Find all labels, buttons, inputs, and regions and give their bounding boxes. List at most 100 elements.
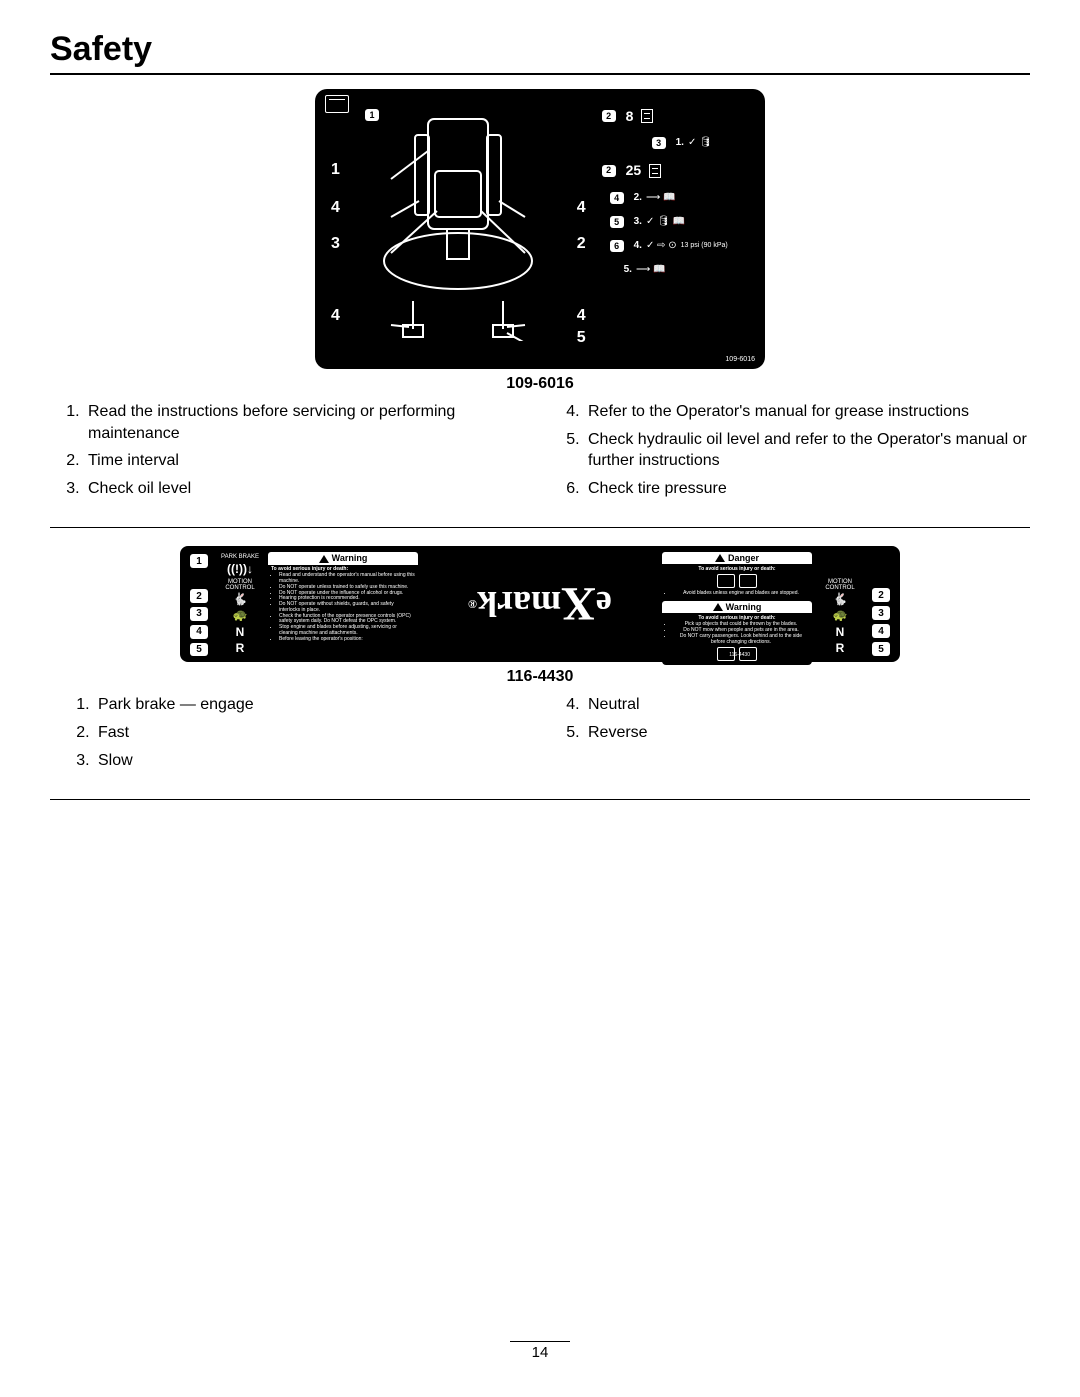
badge-6: 6 [610,240,624,252]
decal2-tiny-part: 116-4430 [729,652,750,658]
section-divider-1 [50,527,1030,528]
badge-4: 4 [610,192,624,204]
danger-triangle-icon [715,554,725,562]
row4-extra: 13 psi (90 kPa) [681,242,728,249]
machine-outline-icon [373,111,543,341]
legend-1-3: Check oil level [84,478,530,500]
row5-num: 5. [624,262,632,278]
decal-1-legend: Read the instructions before servicing o… [50,401,1030,505]
decal2-left-badges: 1 2 3 4 5 [186,552,212,656]
slow-icon: 🐢 [218,607,262,623]
callout-4b: 4 [331,307,340,325]
badge-5: 5 [610,216,624,228]
lbadge-2: 2 [190,589,208,603]
warning2-triangle-icon [713,603,723,611]
legend-2-3: Slow [94,750,530,772]
neutral-r: N [818,624,862,640]
row5-sym: ⟶ 📖 [636,262,666,278]
interval-8: 8 [626,105,634,127]
decal-1-part-number: 109-6016 [50,375,1030,393]
wi-7: Before leaving the operator's position: [279,637,415,643]
row3-num: 3. [634,214,642,230]
wi-4: Do NOT operate without shields, guards, … [279,602,415,614]
rbadge-2: 2 [872,588,890,602]
decal2-right-badges: 2 3 4 5 [868,552,894,656]
danger-header: Danger [662,552,812,564]
hourglass-icon-2 [649,164,661,178]
wi-6: Stop engine and blades before adjusting,… [279,625,415,637]
page-title: Safety [50,30,1030,75]
lbadge-5: 5 [190,643,208,657]
badge-1-icon: 1 [365,109,379,121]
page-number: 14 [532,1344,549,1361]
badge-2b: 2 [602,165,616,177]
decal-2-block: 1 2 3 4 5 PARK BRAKE ((!))↓ MOTION CONTR… [50,546,1030,686]
footer-rule [510,1341,570,1342]
decal2-logo: eXmark® [424,552,656,656]
legend-1-2: Time interval [84,450,530,472]
warning-sub: To avoid serious injury or death: [271,566,348,572]
row4-sym: ✓ ⇨ ⊙ [646,238,677,254]
interval-25: 25 [626,159,642,181]
warning2-header: Warning [662,601,812,613]
lbadge-4: 4 [190,625,208,639]
slow-icon-r: 🐢 [818,607,862,623]
row2-sym: ⟶ 📖 [646,190,676,206]
badge-2a: 2 [602,110,616,122]
decal2-right-control-panel: . . MOTION CONTROL 🐇 🐢 N R [818,552,862,656]
legend-1-1: Read the instructions before servicing o… [84,401,530,444]
decal2-danger-panel: Danger To avoid serious injury or death:… [662,552,812,598]
legend-1-5: Check hydraulic oil level and refer to t… [584,429,1030,472]
hourglass-icon [641,109,653,123]
rbadge-3: 3 [872,606,890,620]
decal1-tiny-part: 109-6016 [725,356,755,363]
callout-r4b: 4 [577,307,586,325]
warning-list: Read and understand the operator's manua… [271,573,415,642]
row4-num: 4. [634,238,642,254]
lbadge-1: 1 [190,554,208,568]
callout-1: 1 [331,161,340,179]
legend-2-4: Neutral [584,694,1020,716]
row3-sym: ✓ 🛢 📖 [646,214,685,230]
callout-r5: 5 [577,329,586,347]
decal2-warning-panel: Warning To avoid serious injury or death… [268,552,418,656]
callout-r2: 2 [577,235,586,253]
decal2-right-warning-group: Danger To avoid serious injury or death:… [662,552,812,656]
rbadge-4: 4 [872,624,890,638]
decal-1-block: 1 4 3 4 4 2 4 5 [50,89,1030,393]
w2i-2: Do NOT carry passengers. Look behind and… [673,633,809,645]
badge-3: 3 [652,137,666,149]
rbadge-5: 5 [872,642,890,656]
decal-2-legend: Park brake — engage Fast Slow Neutral Re… [50,694,1030,777]
park-brake-icon: ((!))↓ [218,560,262,576]
callout-r4a: 4 [577,199,586,217]
legend-2-5: Reverse [584,722,1020,744]
neutral-l: N [218,624,262,640]
section-divider-2 [50,799,1030,800]
motion-control-label-r: MOTION CONTROL [818,579,862,591]
danger-icon-row [665,572,809,590]
fast-icon: 🐇 [218,591,262,607]
decal-1-right-panel: 2 8 3 1. ✓ 🛢 2 25 4 2. ⟶ 📖 [602,99,755,359]
row2-num: 2. [634,190,642,206]
warning-header: Warning [268,552,418,564]
lbadge-3: 3 [190,607,208,621]
legend-2-1: Park brake — engage [94,694,530,716]
reverse-l: R [218,640,262,656]
decal-2-part-number: 116-4430 [50,668,1030,686]
di-0: Avoid blades unless engine and blades ar… [673,590,809,596]
decal-2-image: 1 2 3 4 5 PARK BRAKE ((!))↓ MOTION CONTR… [180,546,900,662]
fast-icon-r: 🐇 [818,591,862,607]
warning-triangle-icon [319,555,329,563]
decal-1-diagram: 1 4 3 4 4 2 4 5 [325,99,592,359]
legend-1-4: Refer to the Operator's manual for greas… [584,401,1030,423]
row1-num: 1. [676,135,684,151]
legend-1-6: Check tire pressure [584,478,1030,500]
page-footer: 14 [0,1341,1080,1361]
callout-3: 3 [331,235,340,253]
decal2-left-control-panel: PARK BRAKE ((!))↓ MOTION CONTROL 🐇 🐢 N R [218,552,262,656]
callout-4a: 4 [331,199,340,217]
motion-control-label-l: MOTION CONTROL [218,579,262,591]
row1-sym: ✓ 🛢 [688,135,712,151]
reverse-r: R [818,640,862,656]
